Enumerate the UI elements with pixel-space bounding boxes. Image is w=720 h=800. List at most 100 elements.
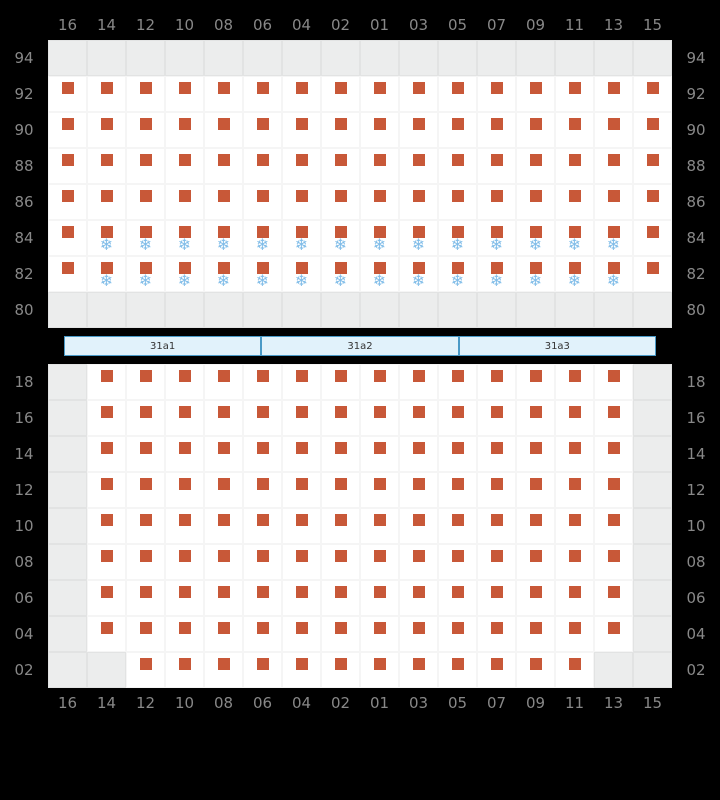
seat-cell[interactable]	[204, 112, 243, 148]
seat-cell[interactable]: ❄	[126, 220, 165, 256]
seat-cell[interactable]	[87, 472, 126, 508]
seat-cell[interactable]	[438, 616, 477, 652]
seat-cell[interactable]	[633, 220, 672, 256]
seat-cell[interactable]	[477, 364, 516, 400]
seat-cell[interactable]	[399, 400, 438, 436]
seat-cell[interactable]: ❄	[204, 256, 243, 292]
seat-cell[interactable]	[87, 364, 126, 400]
seat-cell[interactable]	[438, 436, 477, 472]
seat-cell[interactable]	[438, 112, 477, 148]
seat-cell[interactable]	[477, 76, 516, 112]
seat-cell[interactable]	[282, 400, 321, 436]
seat-cell[interactable]	[321, 544, 360, 580]
seat-cell[interactable]	[126, 364, 165, 400]
seat-cell[interactable]	[438, 76, 477, 112]
seat-cell[interactable]	[165, 400, 204, 436]
seat-cell[interactable]	[165, 436, 204, 472]
seat-cell[interactable]	[477, 544, 516, 580]
seat-cell[interactable]	[438, 184, 477, 220]
seat-cell[interactable]	[204, 616, 243, 652]
seat-cell[interactable]: ❄	[555, 220, 594, 256]
seat-cell[interactable]	[126, 508, 165, 544]
seat-cell[interactable]	[399, 112, 438, 148]
seat-cell[interactable]	[360, 76, 399, 112]
seat-cell[interactable]	[282, 364, 321, 400]
seat-cell[interactable]	[126, 184, 165, 220]
seat-cell[interactable]	[282, 616, 321, 652]
seat-cell[interactable]	[555, 472, 594, 508]
seat-cell[interactable]	[126, 544, 165, 580]
seat-cell[interactable]	[399, 544, 438, 580]
seat-cell[interactable]	[360, 112, 399, 148]
seat-cell[interactable]	[555, 184, 594, 220]
seat-cell[interactable]	[87, 508, 126, 544]
seat-cell[interactable]	[204, 148, 243, 184]
seat-cell[interactable]	[87, 544, 126, 580]
seat-cell[interactable]	[321, 148, 360, 184]
seat-cell[interactable]	[87, 184, 126, 220]
seat-cell[interactable]	[594, 400, 633, 436]
seat-cell[interactable]	[282, 76, 321, 112]
seat-cell[interactable]	[87, 76, 126, 112]
seat-cell[interactable]	[243, 184, 282, 220]
seat-cell[interactable]: ❄	[243, 256, 282, 292]
seat-cell[interactable]	[594, 508, 633, 544]
seat-cell[interactable]	[516, 616, 555, 652]
seat-cell[interactable]	[399, 508, 438, 544]
seat-cell[interactable]	[243, 616, 282, 652]
seat-cell[interactable]	[438, 544, 477, 580]
seat-cell[interactable]	[477, 148, 516, 184]
seat-cell[interactable]	[399, 184, 438, 220]
seat-cell[interactable]	[282, 580, 321, 616]
seat-cell[interactable]	[321, 472, 360, 508]
seat-cell[interactable]	[204, 508, 243, 544]
seat-cell[interactable]	[399, 580, 438, 616]
seat-cell[interactable]	[126, 436, 165, 472]
seat-cell[interactable]	[399, 652, 438, 688]
seat-cell[interactable]	[360, 652, 399, 688]
seat-cell[interactable]	[477, 472, 516, 508]
seat-cell[interactable]	[165, 544, 204, 580]
seat-cell[interactable]	[477, 616, 516, 652]
seat-cell[interactable]	[282, 148, 321, 184]
seat-cell[interactable]	[438, 148, 477, 184]
seat-cell[interactable]	[87, 148, 126, 184]
seat-cell[interactable]	[48, 148, 87, 184]
seat-cell[interactable]	[282, 112, 321, 148]
seat-cell[interactable]	[516, 652, 555, 688]
seat-cell[interactable]	[87, 436, 126, 472]
seat-cell[interactable]	[282, 436, 321, 472]
seat-cell[interactable]	[516, 508, 555, 544]
seat-cell[interactable]	[555, 112, 594, 148]
seat-cell[interactable]	[204, 544, 243, 580]
seat-cell[interactable]	[87, 616, 126, 652]
seat-cell[interactable]	[165, 364, 204, 400]
seat-cell[interactable]	[438, 472, 477, 508]
seat-cell[interactable]	[438, 508, 477, 544]
seat-cell[interactable]	[126, 616, 165, 652]
seat-cell[interactable]	[594, 76, 633, 112]
seat-cell[interactable]	[282, 184, 321, 220]
seat-cell[interactable]	[204, 76, 243, 112]
seat-cell[interactable]: ❄	[516, 256, 555, 292]
seat-cell[interactable]	[438, 652, 477, 688]
seat-cell[interactable]	[360, 184, 399, 220]
seat-cell[interactable]	[516, 76, 555, 112]
seat-cell[interactable]	[594, 148, 633, 184]
seat-cell[interactable]	[360, 436, 399, 472]
seat-cell[interactable]	[87, 580, 126, 616]
seat-cell[interactable]	[633, 184, 672, 220]
seat-cell[interactable]	[204, 436, 243, 472]
seat-cell[interactable]: ❄	[477, 220, 516, 256]
seat-cell[interactable]: ❄	[165, 220, 204, 256]
seat-cell[interactable]	[516, 400, 555, 436]
seat-cell[interactable]	[243, 112, 282, 148]
seat-cell[interactable]	[126, 76, 165, 112]
seat-cell[interactable]	[516, 544, 555, 580]
seat-cell[interactable]	[243, 436, 282, 472]
seat-cell[interactable]	[438, 580, 477, 616]
seat-cell[interactable]	[243, 148, 282, 184]
seat-cell[interactable]	[243, 580, 282, 616]
seat-cell[interactable]	[204, 400, 243, 436]
seat-cell[interactable]	[165, 76, 204, 112]
